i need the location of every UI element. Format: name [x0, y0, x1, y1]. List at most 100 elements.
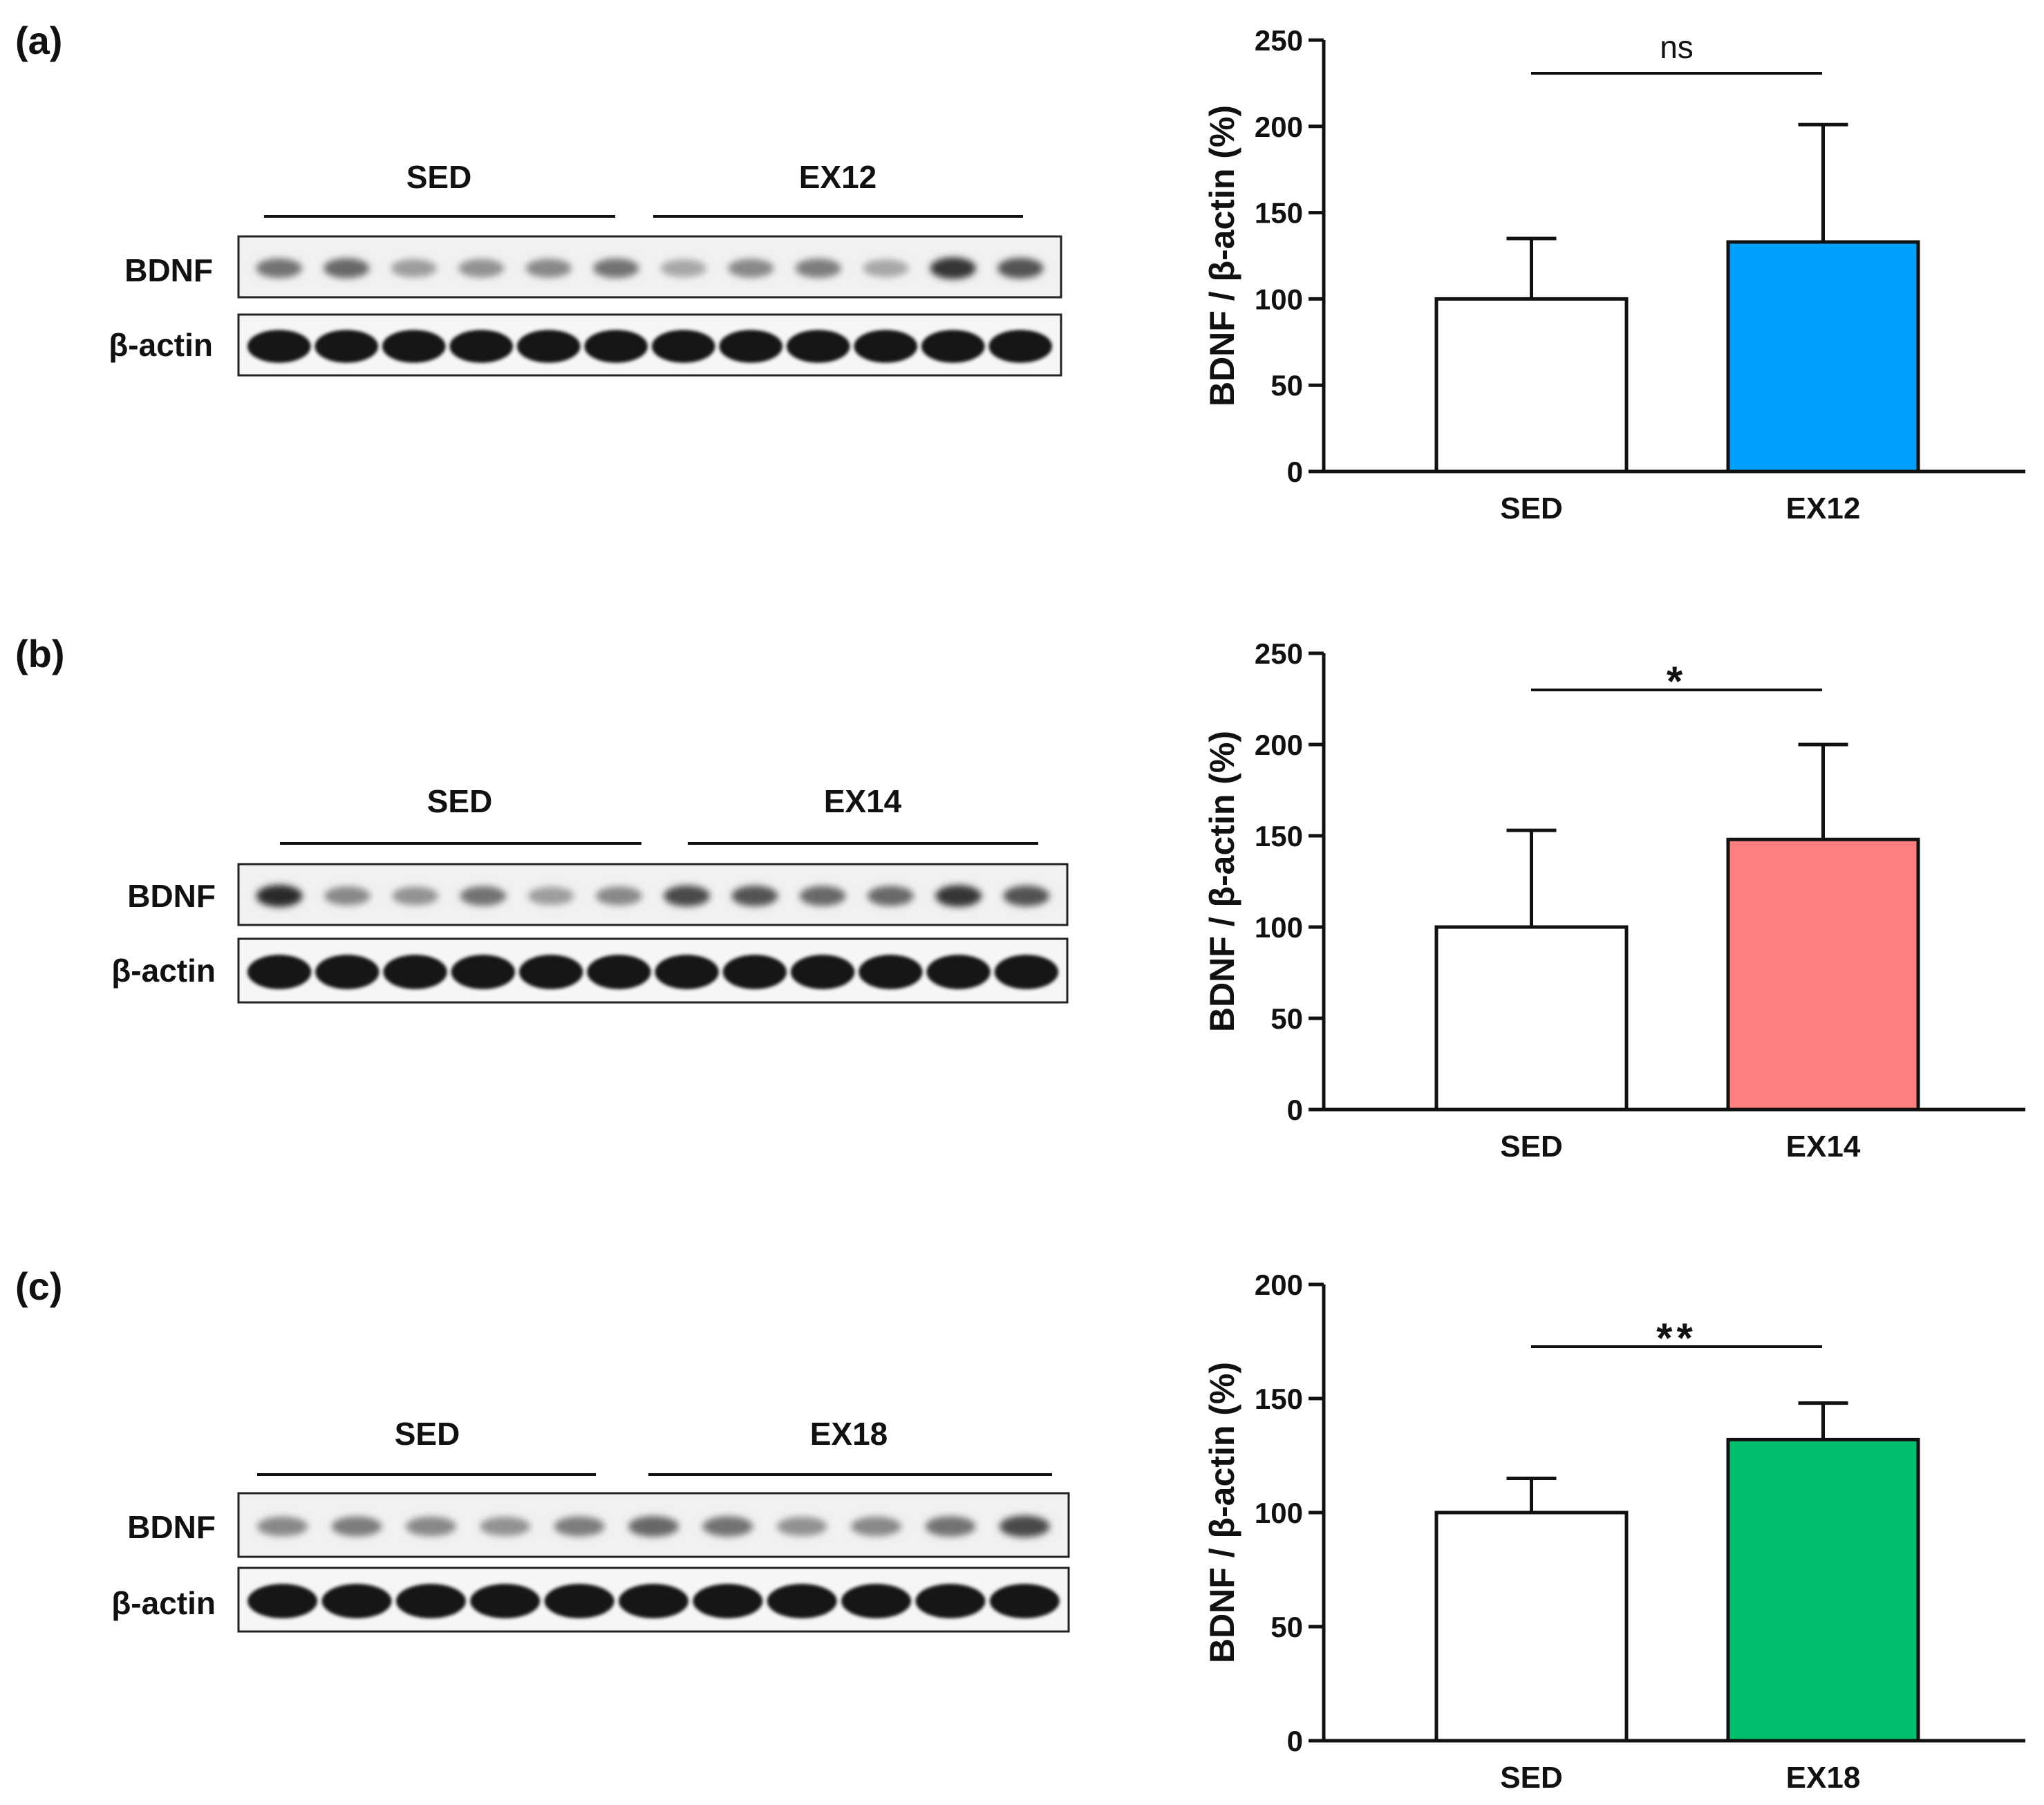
- blot-band: [315, 330, 379, 363]
- blot-band: [527, 886, 574, 906]
- panel-a: (a) SED EX12 BDNF β-actin 0 50 100 150 200 25…: [15, 19, 2025, 525]
- blot-band: [728, 259, 774, 278]
- blot-band: [851, 1516, 902, 1537]
- blot-band: [1003, 886, 1050, 906]
- blot-band: [324, 886, 371, 906]
- y-tick-label: 150: [1255, 1383, 1303, 1415]
- bar-chart-c: 0 50 100 150 200 BDNF / β-actin (%) SED EX18 **: [1203, 1269, 2025, 1795]
- bar-chart-b: 0 50 100 150 200 250 BDNF / β-actin (%) SED EX14…: [1203, 637, 2025, 1163]
- x-category-label: EX12: [1786, 492, 1861, 525]
- bar-ex18: [1726, 1437, 1920, 1743]
- blot-strips: [237, 863, 1069, 1004]
- panel-b: (b) SED EX14 BDNF β-actin 0 50 100 150 200 25…: [15, 632, 2025, 1163]
- blot-band: [799, 886, 846, 906]
- blot-strips: [237, 235, 1062, 377]
- blot-band: [988, 330, 1053, 363]
- y-tick-label: 100: [1255, 283, 1303, 315]
- y-tick-label: 100: [1255, 1497, 1303, 1529]
- blot-band: [651, 330, 715, 363]
- blot-strip-actin: [237, 313, 1062, 377]
- blot-band: [247, 1584, 318, 1618]
- blot-band: [664, 885, 711, 907]
- blot-band: [926, 955, 991, 989]
- blot-band: [451, 955, 516, 989]
- blot-row-label-actin: β-actin: [111, 1585, 216, 1621]
- blot-group-label-sed: SED: [427, 783, 493, 819]
- blot-strip-bdnf: [237, 1492, 1070, 1558]
- blot-band: [593, 258, 639, 279]
- y-tick-label: 200: [1255, 111, 1303, 143]
- blot-band: [795, 259, 841, 278]
- blot-band: [256, 885, 303, 907]
- blot-band: [480, 1517, 531, 1536]
- blot-band: [516, 330, 581, 363]
- blot-band: [460, 886, 507, 906]
- y-tick-label: 250: [1255, 24, 1303, 57]
- blot-band: [989, 1584, 1060, 1618]
- blot-row-label-bdnf: BDNF: [127, 1509, 216, 1545]
- blot-band: [867, 886, 914, 906]
- significance-label: ns: [1660, 29, 1694, 65]
- blot-band: [719, 330, 783, 363]
- blot-band: [584, 330, 648, 363]
- significance-label: *: [1667, 658, 1687, 704]
- y-tick-label: 50: [1271, 1002, 1303, 1035]
- x-category-label: SED: [1500, 1761, 1562, 1795]
- blot-band: [935, 885, 982, 907]
- bar-sed: [1434, 925, 1629, 1112]
- blot-band: [392, 886, 439, 906]
- blot-band: [382, 330, 446, 363]
- bar-chart-a: 0 50 100 150 200 250 BDNF / β-actin (%) SED EX12…: [1203, 24, 2025, 525]
- blot-strip-actin: [237, 937, 1069, 1004]
- blot-band: [786, 330, 850, 363]
- blot-band: [767, 1584, 837, 1618]
- panel-label: (a): [15, 19, 62, 62]
- x-category-label: SED: [1500, 1130, 1562, 1163]
- blot-band: [391, 259, 437, 278]
- y-tick-label: 200: [1255, 1269, 1303, 1301]
- y-axis-label: BDNF / β-actin (%): [1203, 105, 1241, 406]
- blot-band: [693, 1584, 763, 1618]
- blot-band: [994, 955, 1059, 989]
- blot-band: [790, 955, 855, 989]
- blot-band: [256, 258, 302, 279]
- western-blot-c: SED EX18 BDNF β-actin: [111, 1416, 1070, 1633]
- blot-band: [863, 259, 909, 277]
- panel-label: (c): [15, 1264, 62, 1308]
- panel-label: (b): [15, 632, 65, 675]
- blot-band: [997, 258, 1044, 279]
- y-tick-label: 150: [1255, 820, 1303, 852]
- blot-band: [321, 1584, 392, 1618]
- y-tick-label: 0: [1287, 1725, 1303, 1757]
- y-tick-label: 50: [1271, 1611, 1303, 1643]
- bar-sed: [1434, 1511, 1629, 1743]
- blot-band: [655, 955, 719, 989]
- blot-band: [331, 1516, 382, 1537]
- blot-band: [525, 259, 572, 278]
- blot-group-label-ex: EX12: [799, 159, 877, 195]
- x-category-label: EX18: [1786, 1761, 1861, 1795]
- blot-band: [722, 955, 787, 989]
- blot-band: [383, 955, 447, 989]
- x-category-label: EX14: [1786, 1130, 1861, 1163]
- blot-strip-actin: [237, 1566, 1070, 1633]
- blot-band: [587, 955, 651, 989]
- blot-band: [544, 1584, 615, 1618]
- y-tick-label: 150: [1255, 197, 1303, 230]
- blot-band: [628, 1516, 679, 1537]
- blot-band: [702, 1516, 753, 1537]
- blot-band: [776, 1517, 827, 1536]
- blot-band: [841, 1584, 912, 1618]
- blot-band: [449, 330, 514, 363]
- y-tick-label: 50: [1271, 369, 1303, 402]
- blot-group-label-sed: SED: [406, 159, 472, 195]
- y-tick-label: 100: [1255, 911, 1303, 944]
- blot-band: [518, 955, 583, 989]
- y-axis-label: BDNF / β-actin (%): [1203, 1362, 1241, 1663]
- blot-strips: [237, 1492, 1070, 1633]
- blot-group-label-ex: EX18: [810, 1416, 888, 1452]
- blot-band: [395, 1584, 466, 1618]
- y-tick-label: 0: [1287, 1094, 1303, 1126]
- blot-band: [859, 955, 923, 989]
